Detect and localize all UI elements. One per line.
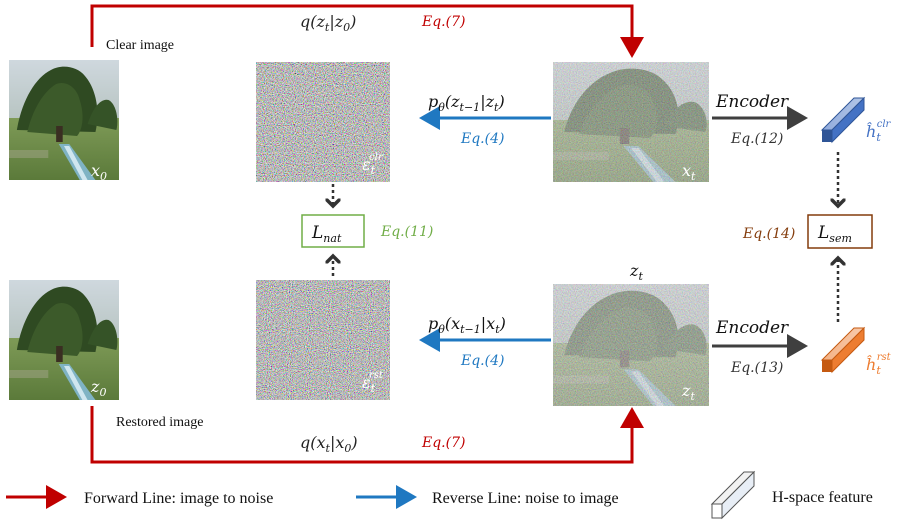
h-rst-label: ĥtrst [866, 352, 892, 377]
xt-label: xt [682, 161, 696, 183]
forward-line-bottom [90, 406, 644, 464]
eq-ref-encoder-top: Eq.(12) [730, 131, 783, 147]
h-clr-label: ĥtclr [866, 119, 892, 144]
legend-hspace-label: H-space feature [772, 489, 873, 506]
feature-rst [820, 326, 866, 374]
x0-label: x0 [91, 161, 107, 183]
eq-p-bottom: pθ(xt−1|xt) [428, 314, 506, 336]
legend-hspace-icon [710, 470, 756, 520]
eq-q-top: q(zt|z0) [300, 12, 356, 34]
noise-eps-clr: εtclr [256, 62, 390, 182]
eq-ref-l-sem: Eq.(14) [742, 226, 795, 242]
legend-forward-label: Forward Line: image to noise [84, 490, 273, 507]
noisy-image-zt: zt [553, 284, 709, 406]
eq-ref-encoder-bottom: Eq.(13) [730, 360, 783, 376]
encoder-top-label: Encoder [715, 92, 789, 112]
zt-label: zt [681, 381, 695, 403]
eq-ref-p-bottom: Eq.(4) [460, 353, 504, 369]
eq-p-top: pθ(zt−1|zt) [428, 92, 505, 114]
eq-ref-q-bottom: Eq.(7) [421, 435, 465, 451]
z0-label: z0 [90, 377, 106, 399]
l-nat-label: Lnat [311, 223, 342, 245]
clear-image-label: Clear image [106, 38, 174, 53]
clear-image: x0 [9, 60, 119, 183]
eq-ref-p-top: Eq.(4) [460, 131, 504, 147]
eq-q-bottom: q(xt|x0) [300, 433, 358, 455]
encoder-bottom-label: Encoder [715, 318, 789, 338]
eq-ref-q-top: Eq.(7) [421, 14, 465, 30]
l-sem-box [807, 214, 873, 249]
restored-image-label: Restored image [116, 415, 203, 430]
noise-eps-rst: εtrst [256, 280, 390, 400]
noisy-image-xt: xt [553, 62, 709, 183]
eq-ref-l-nat: Eq.(11) [380, 224, 433, 240]
forward-line-top [90, 4, 644, 58]
l-sem-label: Lsem [817, 223, 852, 245]
legend-reverse-label: Reverse Line: noise to image [432, 490, 619, 507]
eps-rst-label: εtrst [362, 370, 384, 395]
zt-top-label: zt [629, 261, 643, 283]
restored-image: z0 [9, 280, 119, 400]
l-nat-box [301, 214, 365, 248]
eps-clr-label: εtclr [362, 152, 384, 177]
feature-clr [820, 96, 866, 144]
